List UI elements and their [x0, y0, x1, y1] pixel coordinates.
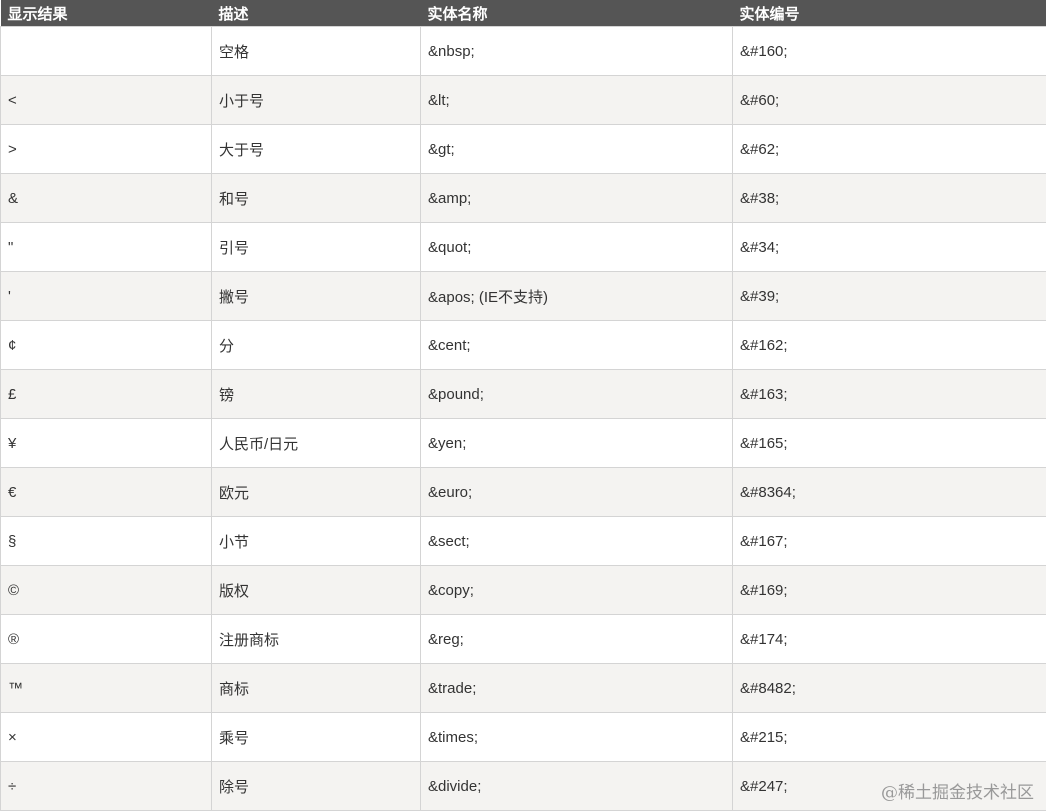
watermark: @稀土掘金技术社区: [881, 778, 1034, 803]
table-cell: §: [1, 517, 212, 566]
table-cell: 小于号: [212, 76, 421, 125]
table-row: €欧元&euro;&#8364;: [1, 468, 1046, 517]
table-cell: 乘号: [212, 713, 421, 762]
table-cell: <: [1, 76, 212, 125]
column-header: 实体编号: [733, 0, 1046, 27]
table-cell: &#162;: [733, 321, 1046, 370]
table-cell: &yen;: [421, 419, 733, 468]
table-row: <小于号&lt;&#60;: [1, 76, 1046, 125]
table-cell: 空格: [212, 27, 421, 76]
table-cell: &#215;: [733, 713, 1046, 762]
table-row: ¥人民币/日元&yen;&#165;: [1, 419, 1046, 468]
table-cell: &amp;: [421, 174, 733, 223]
column-header: 描述: [212, 0, 421, 27]
table-cell: &#60;: [733, 76, 1046, 125]
table-cell: 分: [212, 321, 421, 370]
table-cell: ": [1, 223, 212, 272]
table-cell: &quot;: [421, 223, 733, 272]
table-cell: &#38;: [733, 174, 1046, 223]
table-row: §小节&sect;&#167;: [1, 517, 1046, 566]
table-cell: &lt;: [421, 76, 733, 125]
table-row: 空格&nbsp;&#160;: [1, 27, 1046, 76]
table-cell: &times;: [421, 713, 733, 762]
table-cell: 引号: [212, 223, 421, 272]
table-cell: &#163;: [733, 370, 1046, 419]
table-cell: &: [1, 174, 212, 223]
table-cell: &#160;: [733, 27, 1046, 76]
table-cell: 撇号: [212, 272, 421, 321]
table-cell: &cent;: [421, 321, 733, 370]
table-cell: &copy;: [421, 566, 733, 615]
table-cell: &#8364;: [733, 468, 1046, 517]
table-cell: ¥: [1, 419, 212, 468]
table-cell: [1, 27, 212, 76]
table-cell: &#62;: [733, 125, 1046, 174]
table-row: ×乘号&times;&#215;: [1, 713, 1046, 762]
table-cell: €: [1, 468, 212, 517]
table-row: '撇号&apos; (IE不支持)&#39;: [1, 272, 1046, 321]
table-cell: 大于号: [212, 125, 421, 174]
table-cell: 和号: [212, 174, 421, 223]
table-cell: &gt;: [421, 125, 733, 174]
table-row: £镑&pound;&#163;: [1, 370, 1046, 419]
table-cell: 小节: [212, 517, 421, 566]
table-header-row: 显示结果描述实体名称实体编号: [1, 0, 1046, 27]
table-cell: ™: [1, 664, 212, 713]
table-cell: 除号: [212, 762, 421, 811]
table-cell: 版权: [212, 566, 421, 615]
table-row: >大于号&gt;&#62;: [1, 125, 1046, 174]
table-cell: 注册商标: [212, 615, 421, 664]
table-row: ®注册商标&reg;&#174;: [1, 615, 1046, 664]
table-cell: &#169;: [733, 566, 1046, 615]
table-cell: &trade;: [421, 664, 733, 713]
column-header: 显示结果: [1, 0, 212, 27]
table-cell: &sect;: [421, 517, 733, 566]
table-cell: &#167;: [733, 517, 1046, 566]
table-cell: ': [1, 272, 212, 321]
table-cell: 人民币/日元: [212, 419, 421, 468]
table-cell: &nbsp;: [421, 27, 733, 76]
table-cell: 欧元: [212, 468, 421, 517]
table-cell: &#174;: [733, 615, 1046, 664]
table-cell: &pound;: [421, 370, 733, 419]
table-cell: &reg;: [421, 615, 733, 664]
table-cell: &apos; (IE不支持): [421, 272, 733, 321]
table-cell: &#165;: [733, 419, 1046, 468]
table-cell: 商标: [212, 664, 421, 713]
table-row: ¢分&cent;&#162;: [1, 321, 1046, 370]
table-cell: ×: [1, 713, 212, 762]
table-cell: &divide;: [421, 762, 733, 811]
table-cell: ©: [1, 566, 212, 615]
table-cell: ÷: [1, 762, 212, 811]
table-row: &和号&amp;&#38;: [1, 174, 1046, 223]
table-cell: 镑: [212, 370, 421, 419]
table-cell: &#8482;: [733, 664, 1046, 713]
table-cell: >: [1, 125, 212, 174]
table-cell: &euro;: [421, 468, 733, 517]
table-cell: &#39;: [733, 272, 1046, 321]
table-cell: &#34;: [733, 223, 1046, 272]
table-cell: £: [1, 370, 212, 419]
table-cell: ®: [1, 615, 212, 664]
table-row: ©版权&copy;&#169;: [1, 566, 1046, 615]
column-header: 实体名称: [421, 0, 733, 27]
table-row: "引号&quot;&#34;: [1, 223, 1046, 272]
table-cell: ¢: [1, 321, 212, 370]
